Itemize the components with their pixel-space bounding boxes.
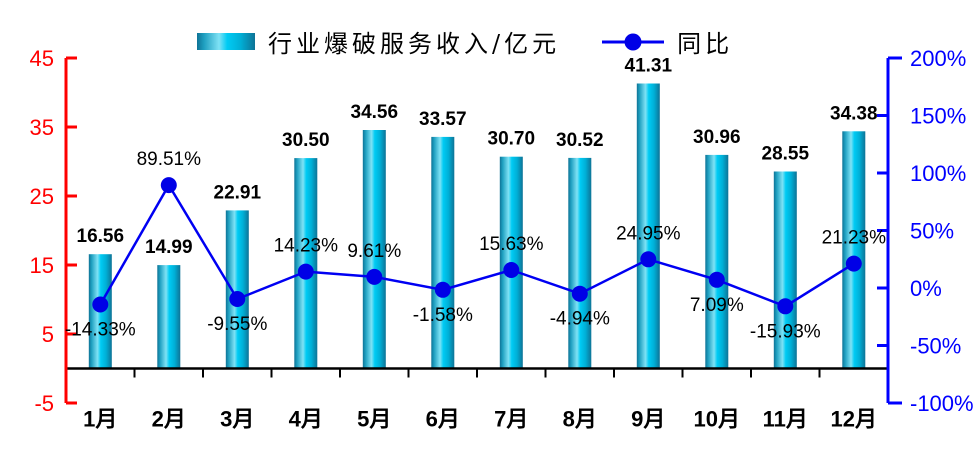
bar-3月 xyxy=(225,210,249,369)
chart-legend: 行业爆破服务收入/亿元 同比 xyxy=(197,24,733,59)
yoy-value-label: -1.58% xyxy=(413,305,473,326)
bar-12月 xyxy=(842,131,866,369)
yoy-marker xyxy=(366,268,383,285)
line-series-swatch-icon xyxy=(602,33,665,50)
yoy-marker xyxy=(434,281,451,298)
left-axis-tick-label: 25 xyxy=(30,184,54,209)
bar-6月 xyxy=(431,136,455,369)
left-axis-tick-label: 15 xyxy=(30,253,54,278)
yoy-value-label: -4.94% xyxy=(550,309,610,330)
yoy-value-label: 89.51% xyxy=(137,149,202,170)
bar-11月 xyxy=(773,171,797,369)
right-axis-tick-label: 0% xyxy=(910,276,942,301)
yoy-value-label: 7.09% xyxy=(690,295,744,316)
month-label: 1月 xyxy=(83,407,117,432)
bar-value-label: 16.56 xyxy=(77,226,125,247)
bar-value-label: 34.38 xyxy=(830,103,878,124)
bar-value-label: 28.55 xyxy=(762,144,810,165)
bar-value-label: 41.31 xyxy=(625,56,673,77)
left-axis-tick-label: 5 xyxy=(42,322,54,347)
month-label: 5月 xyxy=(357,407,391,432)
yoy-value-label: -14.33% xyxy=(65,320,136,341)
legend-item-revenue: 行业爆破服务收入/亿元 xyxy=(197,24,560,59)
month-label: 3月 xyxy=(220,407,254,432)
yoy-value-label: 24.95% xyxy=(616,223,681,244)
yoy-marker xyxy=(708,271,725,288)
yoy-value-label: 14.23% xyxy=(274,236,339,257)
bar-value-label: 30.70 xyxy=(488,129,536,150)
bar-value-label: 14.99 xyxy=(145,237,193,258)
bar-value-label: 30.50 xyxy=(282,130,330,151)
yoy-marker xyxy=(777,298,794,315)
yoy-marker xyxy=(160,177,177,194)
left-axis-tick-label: 35 xyxy=(30,115,54,140)
yoy-value-label: -9.55% xyxy=(207,314,267,335)
month-label: 7月 xyxy=(494,407,528,432)
right-axis-tick-label: 100% xyxy=(910,161,966,186)
right-axis-tick-label: 50% xyxy=(910,219,954,244)
month-label: 10月 xyxy=(694,407,740,432)
bar-5月 xyxy=(362,130,386,369)
right-axis-tick-label: -100% xyxy=(910,391,974,416)
month-label: 4月 xyxy=(289,407,323,432)
yoy-marker xyxy=(571,285,588,302)
yoy-marker xyxy=(229,291,246,307)
yoy-marker xyxy=(845,255,862,272)
bar-2月 xyxy=(157,265,181,369)
right-axis-tick-label: 200% xyxy=(910,46,966,71)
month-label: 2月 xyxy=(152,407,186,432)
yoy-marker xyxy=(92,296,109,313)
bar-series-label: 行业爆破服务收入/亿元 xyxy=(268,30,561,58)
yoy-marker xyxy=(503,262,520,278)
yoy-value-label: -15.93% xyxy=(750,321,821,342)
month-label: 12月 xyxy=(831,407,877,432)
bar-8月 xyxy=(568,157,592,369)
month-label: 8月 xyxy=(563,407,597,432)
bar-value-label: 30.52 xyxy=(556,130,604,151)
bar-series-swatch-icon xyxy=(197,33,255,50)
yoy-line xyxy=(99,182,855,308)
yoy-value-label: 9.61% xyxy=(347,241,401,262)
yoy-marker xyxy=(297,263,314,280)
yoy-value-label: 21.23% xyxy=(822,228,887,249)
right-axis-tick-label: -50% xyxy=(910,334,961,359)
line-series-label: 同比 xyxy=(677,30,734,58)
bar-value-label: 30.96 xyxy=(693,127,741,148)
yoy-marker xyxy=(640,251,657,268)
left-axis-tick-label: -5 xyxy=(34,391,54,416)
bar-10月 xyxy=(705,154,729,369)
bar-value-label: 22.91 xyxy=(214,182,262,203)
yoy-value-label: 15.63% xyxy=(479,234,544,255)
bar-4月 xyxy=(294,158,318,369)
month-label: 11月 xyxy=(763,407,808,432)
legend-item-yoy: 同比 xyxy=(602,24,733,59)
bar-9月 xyxy=(636,83,660,369)
month-label: 6月 xyxy=(426,407,460,432)
right-axis-tick-label: 150% xyxy=(910,104,966,129)
bar-value-label: 33.57 xyxy=(419,109,467,130)
bar-value-label: 34.56 xyxy=(351,102,399,123)
left-axis-tick-label: 45 xyxy=(30,46,54,71)
month-label: 9月 xyxy=(631,407,665,432)
